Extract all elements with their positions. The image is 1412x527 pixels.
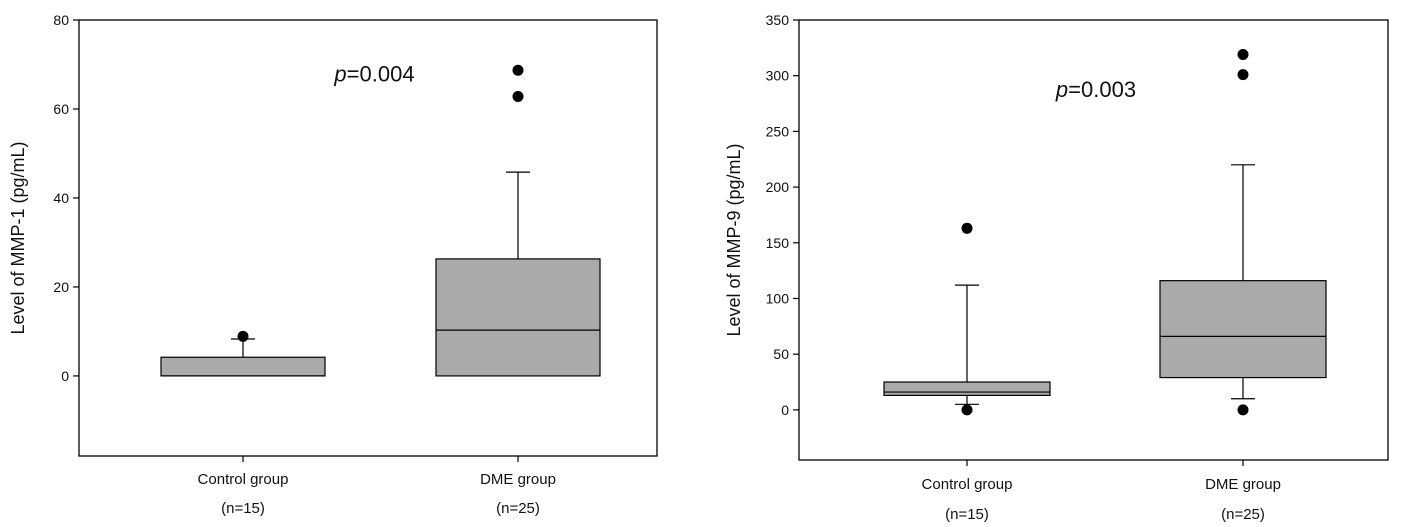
y-axis-label: Level of MMP-9 (pg/mL)	[724, 143, 744, 336]
y-axis-label: Level of MMP-1 (pg/mL)	[8, 141, 28, 334]
p-value-number: =0.003	[1068, 77, 1136, 102]
iqr-box	[883, 381, 1051, 396]
x-category-label: Control group	[922, 476, 1013, 493]
plot-frame	[78, 19, 658, 457]
outlier-point	[237, 330, 249, 342]
x-category-label: Control group	[198, 471, 289, 488]
y-tick-label: 50	[773, 346, 789, 362]
chart-panel-1: 0 20 40 60 80 Level of MMP-1 (pg/mL) Control g…	[8, 12, 658, 517]
box-control: Control group (n=15)	[160, 330, 326, 517]
p-value-symbol: p	[1055, 77, 1068, 102]
y-tick-label: 300	[766, 68, 790, 84]
y-tick-label: 20	[53, 279, 69, 295]
y-tick-label: 150	[766, 235, 790, 251]
outlier-point	[1237, 404, 1249, 416]
y-tick-label: 250	[766, 123, 790, 139]
y-tick-label: 200	[766, 179, 790, 195]
y-tick-label: 0	[61, 368, 69, 384]
outlier-point	[1237, 69, 1249, 81]
chart-panel-2: 0 50 100 150 200 250 300 350 Level of MMP-9 (pg/…	[724, 12, 1389, 523]
box-control: Control group (n=15)	[883, 222, 1051, 523]
y-tick-label: 40	[53, 190, 69, 206]
y-tick-label: 80	[53, 12, 69, 28]
box-dme: DME group (n=25)	[435, 64, 601, 517]
x-category-sublabel: (n=15)	[221, 500, 265, 517]
x-category-label: DME group	[1205, 476, 1281, 493]
x-category-sublabel: (n=15)	[945, 506, 989, 523]
outlier-point	[961, 222, 973, 234]
x-category-sublabel: (n=25)	[496, 500, 540, 517]
y-tick-label: 100	[766, 290, 790, 306]
outlier-point	[512, 64, 524, 76]
y-tick-label: 0	[781, 402, 789, 418]
p-value-annotation: p=0.003	[1055, 77, 1136, 102]
y-tick-label: 350	[766, 12, 790, 28]
y-tick-label: 60	[53, 101, 69, 117]
p-value-symbol: p	[333, 61, 346, 86]
outlier-point	[1237, 49, 1249, 61]
iqr-box	[1159, 280, 1327, 379]
x-category-sublabel: (n=25)	[1221, 506, 1265, 523]
x-category-label: DME group	[480, 471, 556, 488]
plot-frame	[798, 19, 1389, 461]
p-value-number: =0.004	[347, 61, 415, 86]
outlier-point	[512, 91, 524, 103]
iqr-box	[435, 258, 601, 377]
iqr-box	[160, 356, 326, 377]
p-value-annotation: p=0.004	[333, 61, 414, 86]
outlier-point	[961, 404, 973, 416]
box-dme: DME group (n=25)	[1159, 49, 1327, 523]
